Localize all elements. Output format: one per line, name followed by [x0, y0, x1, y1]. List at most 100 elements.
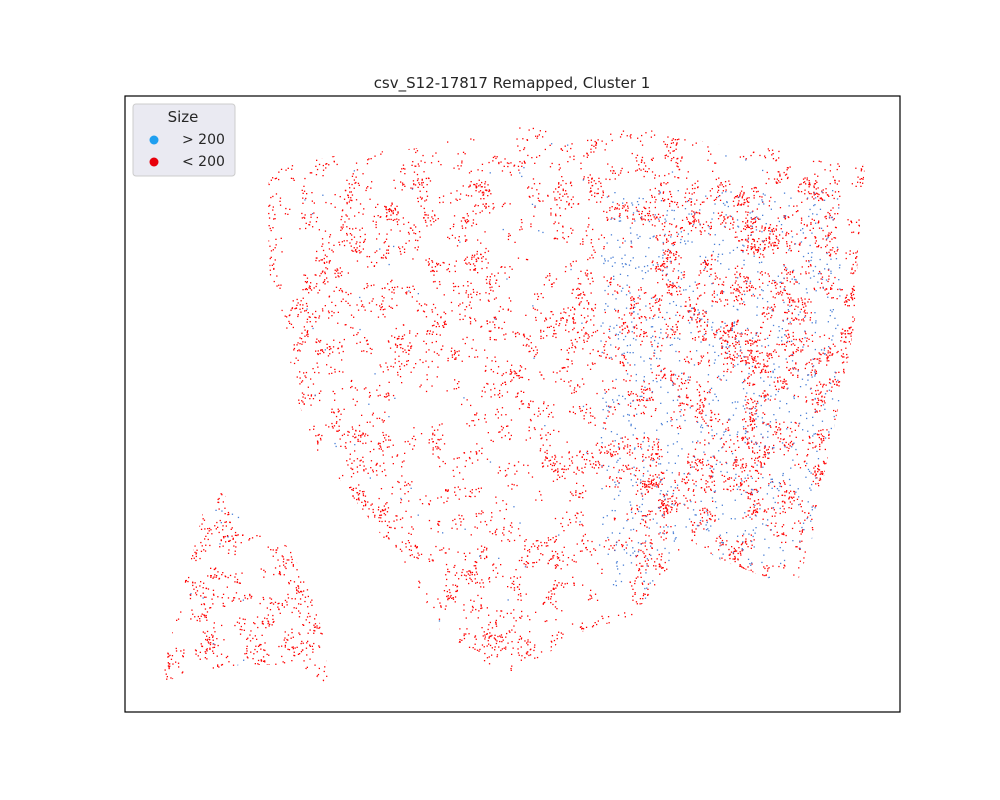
point-lt-200	[518, 583, 521, 586]
point-lt-200	[740, 230, 742, 232]
point-lt-200	[426, 225, 428, 227]
point-lt-200	[457, 285, 460, 288]
point-lt-200	[851, 183, 853, 185]
point-lt-200	[308, 285, 311, 287]
point-lt-200	[575, 517, 578, 519]
point-lt-200	[357, 438, 359, 441]
point-lt-200	[491, 360, 493, 362]
point-lt-200	[470, 451, 472, 453]
point-lt-200	[538, 134, 540, 136]
point-lt-200	[670, 196, 673, 198]
point-lt-200	[671, 286, 673, 289]
point-lt-200	[338, 410, 340, 412]
point-lt-200	[726, 357, 728, 359]
point-lt-200	[674, 285, 676, 287]
point-lt-200	[583, 178, 585, 180]
point-lt-200	[473, 183, 475, 186]
point-lt-200	[666, 568, 668, 570]
point-lt-200	[547, 545, 549, 547]
point-lt-200	[455, 357, 457, 359]
point-lt-200	[733, 345, 735, 347]
point-lt-200	[820, 433, 822, 435]
point-lt-200	[608, 548, 610, 550]
point-lt-200	[355, 162, 358, 164]
point-lt-200	[510, 577, 512, 579]
point-lt-200	[576, 543, 578, 545]
point-lt-200	[641, 495, 644, 497]
point-lt-200	[302, 341, 304, 343]
point-lt-200	[706, 464, 708, 466]
point-lt-200	[493, 383, 495, 385]
point-lt-200	[478, 512, 480, 515]
point-lt-200	[690, 358, 693, 360]
point-lt-200	[747, 399, 749, 401]
point-lt-200	[771, 154, 773, 156]
point-lt-200	[686, 500, 688, 502]
point-lt-200	[425, 390, 428, 393]
point-lt-200	[619, 285, 621, 287]
point-lt-200	[754, 366, 756, 368]
point-lt-200	[825, 192, 827, 194]
point-lt-200	[510, 667, 512, 670]
point-lt-200	[704, 397, 706, 399]
point-lt-200	[476, 443, 478, 445]
point-lt-200	[477, 272, 479, 274]
point-lt-200	[769, 238, 771, 240]
point-lt-200	[638, 168, 641, 170]
point-lt-200	[518, 333, 520, 335]
point-lt-200	[794, 421, 796, 424]
point-lt-200	[362, 442, 364, 445]
point-lt-200	[840, 355, 843, 357]
point-lt-200	[404, 481, 406, 483]
point-lt-200	[717, 413, 720, 415]
point-lt-200	[774, 385, 776, 387]
point-lt-200	[322, 243, 324, 245]
point-lt-200	[756, 363, 758, 365]
point-lt-200	[636, 467, 638, 469]
point-lt-200	[696, 420, 698, 423]
point-lt-200	[752, 370, 754, 373]
point-lt-200	[319, 352, 321, 355]
point-lt-200	[677, 162, 679, 165]
point-lt-200	[678, 351, 680, 353]
point-lt-200	[768, 227, 770, 230]
point-lt-200	[492, 156, 495, 159]
point-lt-200	[577, 287, 579, 289]
point-lt-200	[493, 339, 496, 341]
point-lt-200	[587, 364, 589, 366]
point-lt-200	[720, 544, 722, 546]
point-lt-200	[561, 456, 563, 458]
point-lt-200	[670, 193, 672, 195]
point-lt-200	[734, 337, 736, 339]
point-lt-200	[301, 343, 303, 345]
point-lt-200	[528, 129, 530, 131]
point-lt-200	[639, 309, 641, 311]
point-lt-200	[305, 302, 308, 305]
point-lt-200	[587, 453, 589, 455]
point-lt-200	[663, 477, 665, 479]
point-lt-200	[479, 293, 481, 295]
point-lt-200	[314, 274, 316, 276]
point-lt-200	[744, 277, 746, 279]
point-lt-200	[413, 232, 415, 234]
point-lt-200	[750, 408, 752, 410]
point-lt-200	[386, 215, 388, 217]
point-lt-200	[786, 245, 788, 247]
point-lt-200	[631, 507, 633, 509]
point-lt-200	[646, 548, 648, 551]
point-lt-200	[471, 609, 474, 611]
point-lt-200	[315, 257, 317, 259]
point-lt-200	[362, 493, 364, 495]
point-lt-200	[730, 551, 733, 553]
point-lt-200	[510, 532, 512, 534]
point-lt-200	[845, 252, 847, 254]
point-lt-200	[656, 235, 658, 237]
point-lt-200	[536, 137, 538, 139]
point-lt-200	[651, 224, 654, 226]
point-lt-200	[748, 446, 750, 448]
point-lt-200	[592, 257, 594, 259]
plot-frame	[124, 95, 901, 713]
point-lt-200	[268, 217, 271, 219]
point-lt-200	[850, 296, 852, 298]
point-lt-200	[795, 436, 797, 438]
